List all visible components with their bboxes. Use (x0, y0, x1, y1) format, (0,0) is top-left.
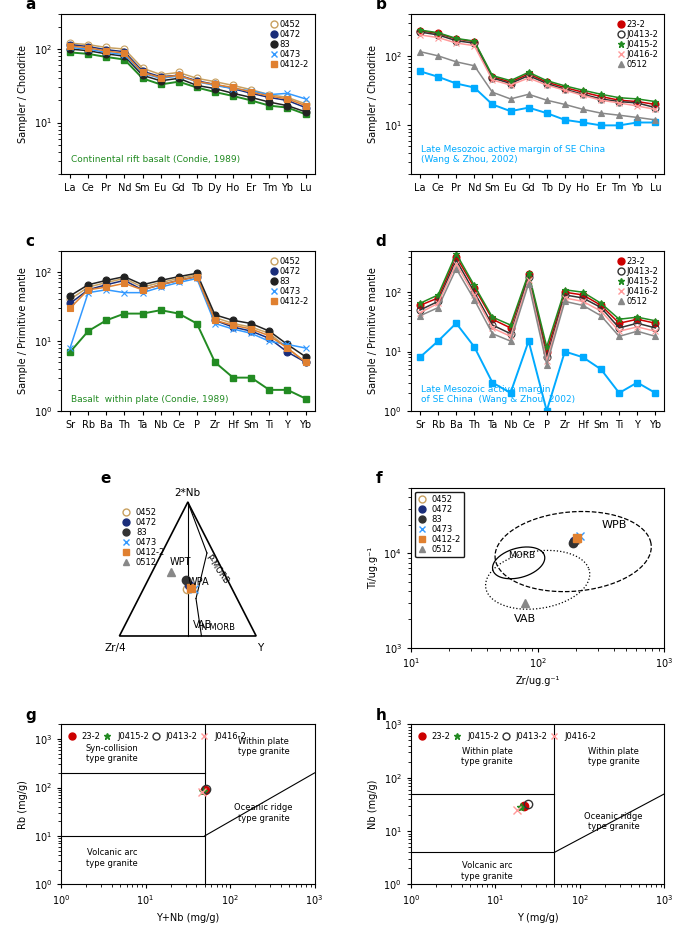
Text: Basalt  within plate (Condie, 1989): Basalt within plate (Condie, 1989) (71, 396, 228, 404)
Legend: 0452, 0472, 83, 0473, 0412-2: 0452, 0472, 83, 0473, 0412-2 (268, 255, 311, 307)
Text: Volcanic arc
type granite: Volcanic arc type granite (86, 848, 138, 868)
X-axis label: Zr/ug.g⁻¹: Zr/ug.g⁻¹ (515, 676, 560, 686)
Text: d: d (376, 234, 386, 249)
Y-axis label: Rb (mg/g): Rb (mg/g) (18, 780, 28, 829)
X-axis label: Y+Nb (mg/g): Y+Nb (mg/g) (156, 912, 220, 923)
Text: Within plate
type granite: Within plate type granite (238, 736, 290, 756)
Text: P-MORB: P-MORB (203, 553, 231, 586)
Text: N-MORB: N-MORB (201, 624, 235, 632)
Y-axis label: Sample / Primitive mantle: Sample / Primitive mantle (18, 267, 28, 394)
Text: VAB: VAB (193, 620, 212, 630)
Text: c: c (26, 234, 35, 249)
Text: b: b (376, 0, 386, 12)
Y-axis label: Sampler / Chondrite: Sampler / Chondrite (18, 45, 28, 143)
Text: h: h (376, 708, 386, 722)
Y-axis label: Ti/ug.g⁻¹: Ti/ug.g⁻¹ (368, 546, 378, 588)
Y-axis label: Sampler / Chondrite: Sampler / Chondrite (368, 45, 378, 143)
Text: Y: Y (258, 643, 264, 654)
Text: 2*Nb: 2*Nb (175, 488, 201, 498)
Text: f: f (376, 471, 382, 486)
Legend: 23-2, J0413-2, J0415-2, J0416-2, 0512: 23-2, J0413-2, J0415-2, J0416-2, 0512 (616, 255, 660, 307)
Legend: 23-2, J0415-2, J0413-2, J0416-2: 23-2, J0415-2, J0413-2, J0416-2 (65, 729, 250, 744)
Text: Late Mesozoic active margin of SE China
(Wang & Zhou, 2002): Late Mesozoic active margin of SE China … (421, 145, 605, 165)
Y-axis label: Sample / Primitive mantle: Sample / Primitive mantle (368, 267, 378, 394)
Text: WPA: WPA (188, 577, 210, 587)
Text: Late Mesozoic active margin
of SE China  (Wang & Zhou, 2002): Late Mesozoic active margin of SE China … (421, 385, 575, 404)
Text: Syn-collision
type granite: Syn-collision type granite (85, 744, 138, 763)
Text: g: g (26, 708, 37, 722)
Text: Volcanic arc
type granite: Volcanic arc type granite (461, 861, 513, 881)
Text: VAB: VAB (515, 614, 536, 625)
Text: Within plate
type granite: Within plate type granite (461, 747, 513, 766)
Text: e: e (100, 471, 111, 486)
Text: WPB: WPB (601, 520, 626, 530)
Text: Within plate
type granite: Within plate type granite (588, 747, 639, 766)
Legend: 0452, 0472, 83, 0473, 0412-2, 0512: 0452, 0472, 83, 0473, 0412-2, 0512 (415, 492, 464, 558)
Legend: 23-2, J0413-2, J0415-2, J0416-2, 0512: 23-2, J0413-2, J0415-2, J0416-2, 0512 (616, 18, 660, 71)
Text: Oceanic ridge
type granite: Oceanic ridge type granite (584, 812, 643, 831)
Text: WPT: WPT (170, 558, 191, 567)
Legend: 0452, 0472, 83, 0473, 0412-2, 0512: 0452, 0472, 83, 0473, 0412-2, 0512 (119, 505, 168, 571)
Y-axis label: Nb (mg/g): Nb (mg/g) (368, 780, 378, 830)
Text: a: a (26, 0, 36, 12)
Text: Zr/4: Zr/4 (104, 643, 126, 654)
X-axis label: Y (mg/g): Y (mg/g) (517, 912, 559, 923)
Text: Oceanic ridge
type granite: Oceanic ridge type granite (235, 803, 293, 823)
Text: Continental rift basalt (Condie, 1989): Continental rift basalt (Condie, 1989) (71, 155, 240, 165)
Text: MORB: MORB (508, 551, 536, 560)
Legend: 23-2, J0415-2, J0413-2, J0416-2: 23-2, J0415-2, J0413-2, J0416-2 (415, 729, 599, 744)
Legend: 0452, 0472, 83, 0473, 0412-2: 0452, 0472, 83, 0473, 0412-2 (268, 18, 311, 71)
